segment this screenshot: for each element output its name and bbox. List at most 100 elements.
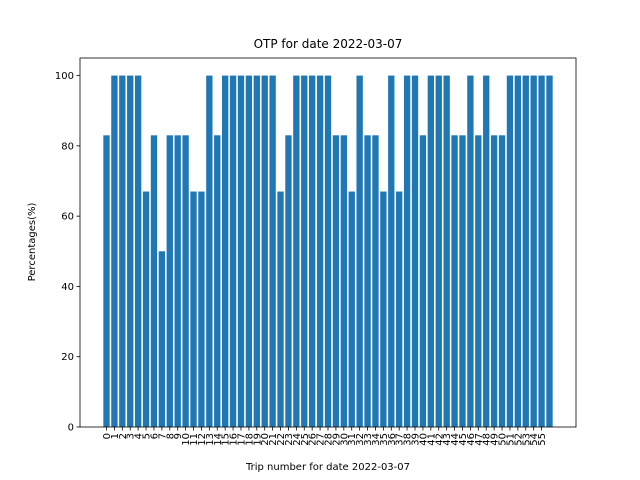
bar-52 [514,75,522,427]
y-tick-label-100: 100 [55,71,74,82]
bar-34 [372,135,379,427]
bar-40 [419,135,427,427]
bar-31 [348,191,355,427]
y-tick-label-20: 20 [61,352,74,363]
bar-39 [411,75,419,427]
bar-46 [467,75,474,427]
bar-22 [277,191,284,427]
x-tick-label-50: 50 [498,433,509,446]
x-tick-label-8: 8 [165,433,176,439]
x-tick-label-5: 5 [142,433,153,439]
bar-33 [364,135,371,427]
bar-14 [214,135,221,427]
x-tick-label-2: 2 [118,433,129,439]
bar-3 [127,75,134,427]
x-tick-label-15: 15 [221,433,232,446]
bar-55 [538,75,545,427]
x-tick-label-34: 34 [371,433,382,446]
bar-1 [111,75,118,427]
x-tick-label-45: 45 [458,433,469,446]
x-tick-label-42: 42 [434,433,445,446]
x-tick-label-40: 40 [418,433,429,446]
y-tick-label-60: 60 [61,212,74,223]
x-tick-label-32: 32 [355,433,366,446]
bar-9 [174,135,181,427]
bar-30 [340,135,347,427]
bar-53 [522,75,529,427]
bar-7 [158,251,166,427]
x-tick-label-14: 14 [213,433,224,446]
bar-series [103,75,553,427]
bar-5 [142,191,150,427]
x-tick-label-49: 49 [490,433,501,446]
bar-0 [103,135,110,427]
x-tick-label-10: 10 [181,433,192,446]
bar-19 [253,75,260,427]
bar-41 [427,75,434,427]
x-tick-label-27: 27 [316,433,327,446]
bar-25 [301,75,308,427]
x-tick-label-9: 9 [173,433,184,439]
bar-16 [229,75,237,427]
x-tick-label-4: 4 [134,433,145,439]
bar-54 [530,75,537,427]
x-tick-label-25: 25 [300,433,311,446]
bar-21 [269,75,276,427]
bar-37 [396,191,403,427]
x-tick-label-24: 24 [292,433,303,446]
bar-4 [134,75,142,427]
x-tick-label-7: 7 [157,433,168,439]
bar-23 [285,135,292,427]
bar-35 [380,191,387,427]
x-tick-label-35: 35 [379,433,390,446]
bar-24 [293,75,300,427]
bar-8 [166,135,173,427]
bar-48 [483,75,490,427]
x-tick-label-43: 43 [442,433,453,446]
x-tick-label-12: 12 [197,433,208,446]
x-tick-label-26: 26 [308,433,319,446]
x-tick-label-55: 55 [537,433,548,446]
x-tick-label-0: 0 [102,433,113,439]
x-tick-label-48: 48 [482,433,493,446]
x-tick-label-21: 21 [268,433,279,446]
bar-26 [309,75,316,427]
x-tick-label-29: 29 [331,433,342,446]
x-tick-label-16: 16 [229,433,240,446]
chart-title: OTP for date 2022-03-07 [254,37,403,51]
bar-38 [403,75,411,427]
x-tick-label-28: 28 [324,433,335,446]
x-tick-label-33: 33 [363,433,374,446]
x-tick-label-36: 36 [387,433,398,446]
bar-11 [190,191,197,427]
bar-12 [198,191,205,427]
x-axis-label: Trip number for date 2022-03-07 [245,462,410,473]
bar-18 [245,75,253,427]
x-tick-label-37: 37 [395,433,406,446]
bar-56 [546,75,553,427]
bar-27 [316,75,324,427]
x-tick-label-20: 20 [260,433,271,446]
x-tick-label-6: 6 [149,433,160,439]
x-tick-label-19: 19 [252,433,263,446]
x-tick-label-1: 1 [110,433,121,439]
bar-20 [261,75,268,427]
x-tick-label-18: 18 [244,433,255,446]
x-axis-ticks: 0123456789101112131415161718192021222324… [102,427,548,446]
x-tick-label-47: 47 [474,433,485,446]
x-tick-label-39: 39 [411,433,422,446]
bar-42 [435,75,442,427]
bar-36 [388,75,395,427]
bar-10 [182,135,189,427]
x-tick-label-30: 30 [339,433,350,446]
x-tick-label-54: 54 [529,433,540,446]
bar-45 [459,135,466,427]
x-tick-label-31: 31 [347,433,358,446]
x-tick-label-51: 51 [505,433,516,446]
bar-28 [324,75,332,427]
x-tick-label-41: 41 [426,433,437,446]
y-axis-ticks: 0 20 40 60 80 100 [55,71,80,434]
bar-32 [356,75,363,427]
